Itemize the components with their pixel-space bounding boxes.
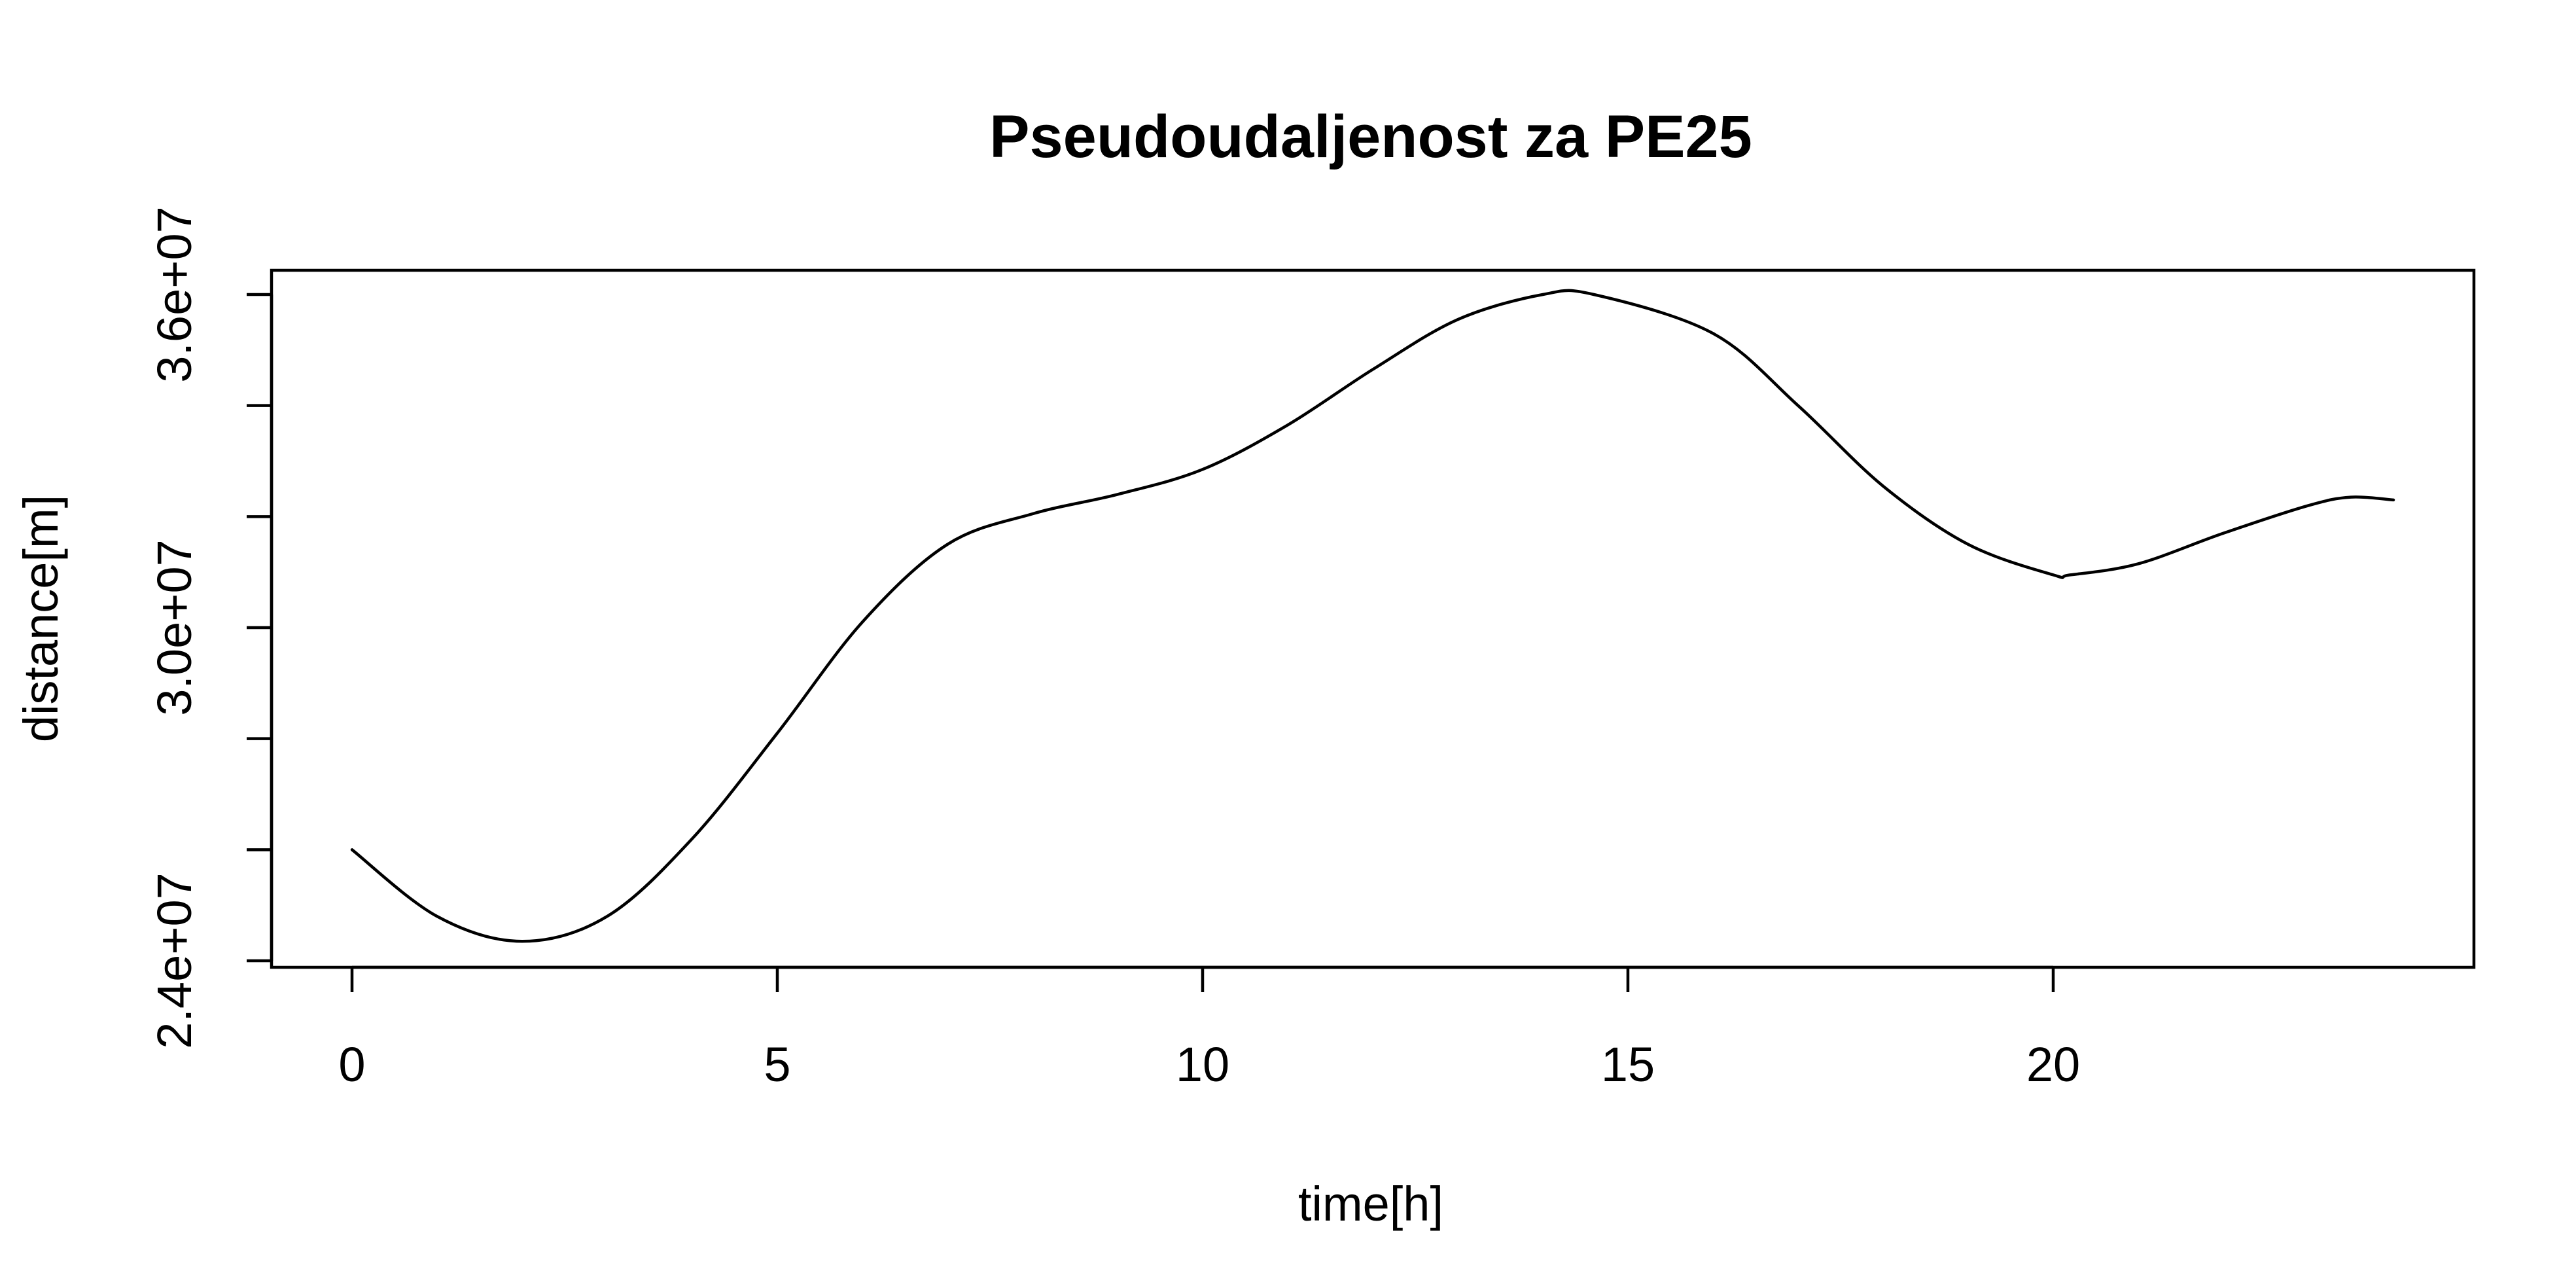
y-axis: 2.4e+07 3.0e+07 3.6e+07	[147, 206, 273, 1049]
distance-series-line	[350, 289, 2395, 943]
x-tick-label: 15	[1601, 1037, 1655, 1092]
x-tick-label: 20	[2026, 1037, 2080, 1092]
x-tick-label: 0	[338, 1037, 365, 1092]
x-axis-label: time[h]	[1298, 1177, 1443, 1231]
chart-title: Pseudoudaljenost za PE25	[989, 103, 1752, 170]
x-tick-label: 5	[764, 1037, 790, 1092]
y-tick-label: 2.4e+07	[147, 872, 202, 1049]
x-tick-label: 10	[1176, 1037, 1229, 1092]
x-axis: 0 5 10 15 20	[338, 965, 2080, 1092]
y-tick-label: 3.0e+07	[147, 539, 202, 716]
y-tick-label: 3.6e+07	[147, 206, 202, 383]
y-axis-label: distance[m]	[14, 495, 68, 742]
